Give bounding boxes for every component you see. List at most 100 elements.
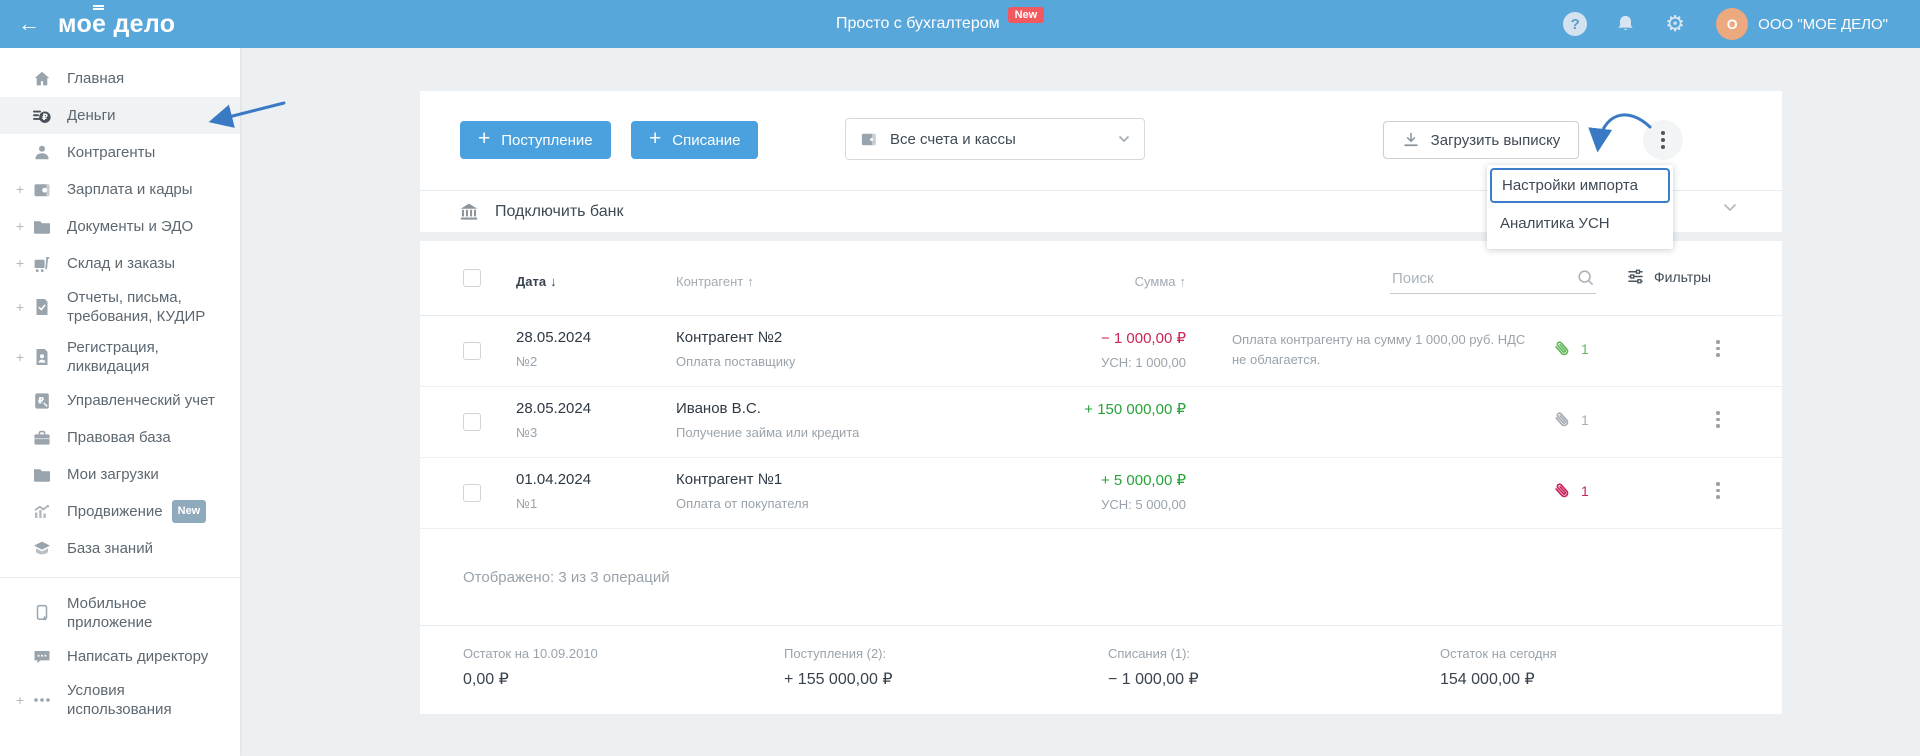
connect-bank-row[interactable]: Подключить банк bbox=[420, 191, 1782, 232]
avatar[interactable]: O bbox=[1716, 8, 1749, 40]
results-summary-text: Отображено: 3 из 3 операций bbox=[463, 568, 670, 586]
row-menu-button[interactable] bbox=[1716, 411, 1720, 428]
sidebar-item-zarplata[interactable]: Зарплата и кадры bbox=[0, 171, 240, 208]
sidebar-item-label: Документы и ЭДО bbox=[67, 218, 194, 235]
totals-footer: Остаток на 10.09.2010 0,00 ₽ Поступления… bbox=[420, 626, 1782, 714]
sidebar-item-mobilnoe[interactable]: Мобильное приложение bbox=[0, 588, 240, 638]
logo-text: мо bbox=[58, 9, 93, 38]
row-menu-button[interactable] bbox=[1716, 340, 1720, 357]
sidebar-item-prodvizhenie[interactable]: Продвижение New bbox=[0, 493, 240, 530]
app-logo[interactable]: мое дело bbox=[58, 4, 175, 39]
add-expense-button[interactable]: + Списание bbox=[631, 121, 759, 159]
person-icon bbox=[31, 143, 53, 163]
row-checkbox[interactable] bbox=[463, 484, 481, 502]
sidebar-item-registraciya[interactable]: Регистрация, ликвидация bbox=[0, 332, 240, 382]
sidebar-item-napisat-direktoru[interactable]: Написать директору bbox=[0, 638, 240, 675]
stat-value: − 1 000,00 ₽ bbox=[1108, 671, 1199, 688]
expand-plus-icon[interactable] bbox=[0, 348, 24, 367]
sidebar-item-moi-zagruzki[interactable]: Мои загрузки bbox=[0, 456, 240, 493]
kebab-icon bbox=[1716, 482, 1720, 499]
expand-plus-icon[interactable] bbox=[0, 217, 24, 236]
upload-statement-button[interactable]: Загрузить выписку bbox=[1383, 121, 1579, 159]
sidebar-item-label: Мобильное приложение bbox=[67, 595, 153, 631]
add-income-button[interactable]: + Поступление bbox=[460, 121, 611, 159]
sidebar-item-label: Деньги bbox=[67, 107, 116, 124]
attachments-badge[interactable]: 1 bbox=[1552, 339, 1589, 359]
sidebar-item-pravovaya-baza[interactable]: Правовая база bbox=[0, 419, 240, 456]
briefcase-icon bbox=[31, 428, 53, 448]
select-all-checkbox[interactable] bbox=[463, 269, 481, 287]
header-tagline[interactable]: Просто с бухгалтером New bbox=[836, 0, 1045, 48]
download-icon bbox=[1402, 131, 1420, 149]
stat-label: Остаток на сегодня bbox=[1440, 646, 1557, 661]
operation-amount: + 5 000,00 ₽ bbox=[1100, 472, 1186, 489]
section-gap bbox=[420, 232, 1782, 241]
sidebar-item-dokumenty[interactable]: Документы и ЭДО bbox=[0, 208, 240, 245]
sidebar-item-dengi[interactable]: ₽ Деньги bbox=[0, 97, 240, 134]
row-checkbox[interactable] bbox=[463, 413, 481, 431]
accounts-select[interactable]: Все счета и кассы bbox=[845, 118, 1145, 160]
notifications-bell-icon[interactable] bbox=[1600, 14, 1650, 35]
column-date[interactable]: Дата bbox=[516, 274, 557, 289]
menu-item-import-settings[interactable]: Настройки импорта bbox=[1490, 168, 1670, 203]
knowledge-base-icon bbox=[31, 539, 53, 559]
sidebar-item-label: Мои загрузки bbox=[67, 466, 159, 483]
attachments-count: 1 bbox=[1581, 483, 1589, 499]
operation-type: Оплата от покупателя bbox=[676, 496, 809, 511]
expand-plus-icon[interactable] bbox=[0, 298, 24, 317]
upload-statement-label: Загрузить выписку bbox=[1430, 131, 1561, 149]
sidebar-item-label: Контрагенты bbox=[67, 144, 156, 161]
sidebar-item-upravlencheskiy[interactable]: ₽ Управленческий учет bbox=[0, 382, 240, 419]
plus-icon: + bbox=[478, 127, 491, 150]
stat-label: Списания (1): bbox=[1108, 646, 1191, 661]
sidebar-item-baza-znaniy[interactable]: База знаний bbox=[0, 530, 240, 567]
expand-plus-icon[interactable] bbox=[0, 254, 24, 273]
accounts-select-value: Все счета и кассы bbox=[890, 130, 1016, 148]
contragent-name: Контрагент №1 bbox=[676, 471, 783, 488]
filters-button[interactable]: Фильтры bbox=[1626, 267, 1711, 286]
search-icon[interactable] bbox=[1576, 268, 1596, 288]
search-input[interactable] bbox=[1390, 268, 1576, 288]
attachments-badge[interactable]: 1 bbox=[1552, 410, 1589, 430]
table-row[interactable]: 28.05.2024 №2 Контрагент №2 Оплата поста… bbox=[420, 316, 1782, 387]
column-amount[interactable]: Сумма bbox=[1135, 274, 1186, 289]
wallet-icon bbox=[860, 130, 879, 149]
downloads-folder-icon bbox=[31, 465, 53, 485]
sidebar-item-label: Управленческий учет bbox=[67, 392, 215, 409]
table-row[interactable]: 01.04.2024 №1 Контрагент №1 Оплата от по… bbox=[420, 458, 1782, 529]
more-actions-button[interactable] bbox=[1643, 120, 1683, 160]
company-account-name[interactable]: ООО "МОЕ ДЕЛО" bbox=[1758, 15, 1888, 33]
paperclip-icon bbox=[1552, 339, 1572, 359]
main-area: + Поступление + Списание Все счета и кас… bbox=[240, 48, 1920, 756]
sidebar-item-sklad[interactable]: Склад и заказы bbox=[0, 245, 240, 282]
date-cell: 01.04.2024 №1 bbox=[516, 471, 591, 511]
operations-table-header: Дата Контрагент Сумма Фильтры bbox=[420, 241, 1782, 316]
stat-label: Поступления (2): bbox=[784, 646, 887, 661]
settings-gear-icon[interactable]: ⚙ bbox=[1665, 11, 1686, 36]
salary-card-icon bbox=[31, 180, 53, 200]
sidebar-item-usloviya[interactable]: Условия использования bbox=[0, 675, 240, 725]
table-row[interactable]: 28.05.2024 №3 Иванов В.С. Получение займ… bbox=[420, 387, 1782, 458]
menu-item-usn-analytics[interactable]: Аналитика УСН bbox=[1500, 215, 1610, 232]
sidebar-item-glavnaya[interactable]: Главная bbox=[0, 60, 240, 97]
sidebar-item-kontragenty[interactable]: Контрагенты bbox=[0, 134, 240, 171]
back-arrow-icon[interactable]: ← bbox=[18, 11, 40, 36]
promotion-new-badge: New bbox=[171, 500, 207, 523]
column-contragent[interactable]: Контрагент bbox=[676, 274, 754, 289]
money-page-card: + Поступление + Списание Все счета и кас… bbox=[420, 91, 1782, 714]
home-icon bbox=[31, 69, 53, 89]
row-checkbox[interactable] bbox=[463, 342, 481, 360]
sidebar-item-otchety[interactable]: Отчеты, письма, требования, КУДИР bbox=[0, 282, 240, 332]
help-icon[interactable]: ? bbox=[1550, 12, 1600, 36]
row-menu-button[interactable] bbox=[1716, 482, 1720, 499]
kebab-icon bbox=[1716, 411, 1720, 428]
amount-cell: + 5 000,00 ₽ УСН: 5 000,00 bbox=[1101, 471, 1186, 512]
sidebar-item-label: Склад и заказы bbox=[67, 255, 176, 272]
expand-plus-icon[interactable] bbox=[0, 180, 24, 199]
chat-icon bbox=[31, 647, 53, 667]
chevron-down-icon[interactable] bbox=[1723, 203, 1737, 212]
attachments-badge[interactable]: 1 bbox=[1552, 481, 1589, 501]
results-summary: Отображено: 3 из 3 операций bbox=[420, 529, 1782, 626]
expand-plus-icon[interactable] bbox=[0, 691, 24, 710]
